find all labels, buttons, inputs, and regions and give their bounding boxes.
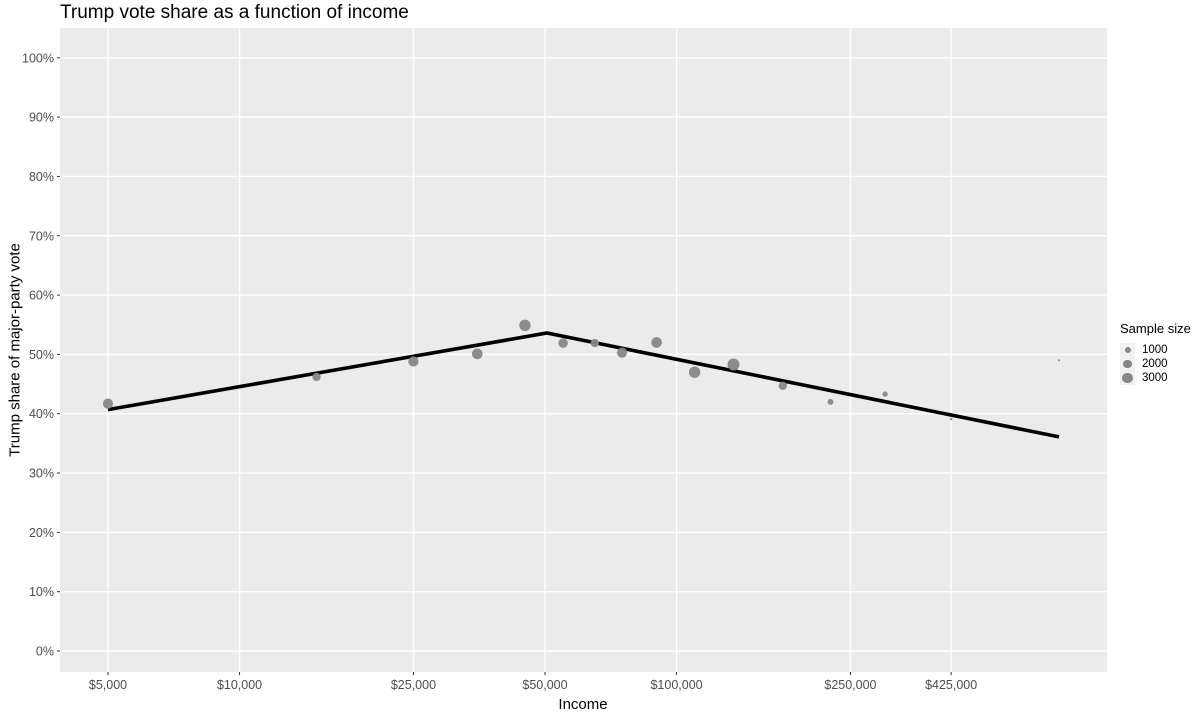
y-tick-label: 80% [29, 170, 54, 184]
legend-item-2000: 2000 [1120, 357, 1191, 371]
data-point [949, 417, 953, 421]
y-tick-label: 60% [29, 289, 54, 303]
x-tick-label: $425,000 [925, 678, 977, 692]
legend-item-label: 3000 [1142, 372, 1168, 384]
legend-key [1120, 357, 1135, 371]
legend-dot-icon [1122, 372, 1133, 384]
legend-key [1120, 343, 1135, 357]
x-tick-label: $10,000 [217, 678, 262, 692]
y-tick-label: 70% [29, 229, 54, 243]
legend-item-label: 2000 [1142, 358, 1168, 370]
data-point [312, 372, 321, 382]
trend-line [107, 331, 1060, 439]
legend-dot-icon [1123, 359, 1132, 369]
legend-item-3000: 3000 [1120, 371, 1191, 385]
data-point [471, 348, 483, 360]
data-point [590, 338, 599, 348]
data-point [778, 381, 787, 390]
data-point [688, 366, 701, 378]
legend-key [1120, 371, 1135, 385]
x-tick-label: $250,000 [824, 678, 876, 692]
chart-title: Trump vote share as a function of income [60, 2, 409, 23]
y-tick-label: 100% [22, 51, 54, 65]
y-tick-label: 20% [29, 526, 54, 540]
data-point [882, 391, 888, 397]
x-tick-label: $25,000 [391, 678, 436, 692]
data-point [616, 347, 628, 358]
y-tick-label: 30% [29, 467, 54, 481]
data-point [558, 338, 568, 348]
legend-dot-icon [1124, 347, 1131, 353]
data-point [727, 358, 740, 371]
data-point [102, 398, 114, 409]
size-legend: Sample size 1000 2000 3000 [1120, 321, 1191, 385]
y-tick-label: 40% [29, 407, 54, 421]
x-axis-title: Income [558, 696, 608, 713]
data-point [519, 319, 531, 332]
y-tick-label: 0% [36, 645, 54, 659]
data-point [827, 398, 834, 405]
x-tick-label: $5,000 [89, 678, 127, 692]
x-tick-label: $50,000 [522, 678, 567, 692]
y-tick-label: 10% [29, 585, 54, 599]
plot-panel [60, 28, 1107, 672]
y-tick-label: 50% [29, 348, 54, 362]
data-point [1058, 359, 1060, 362]
y-axis-title: Trump share of major-party vote [6, 243, 24, 457]
data-point [651, 337, 662, 348]
legend-item-label: 1000 [1142, 344, 1168, 356]
legend-item-1000: 1000 [1120, 343, 1191, 357]
legend-title: Sample size [1120, 321, 1191, 336]
y-tick-label: 90% [29, 111, 54, 125]
x-tick-label: $100,000 [650, 678, 702, 692]
data-point [408, 356, 419, 367]
